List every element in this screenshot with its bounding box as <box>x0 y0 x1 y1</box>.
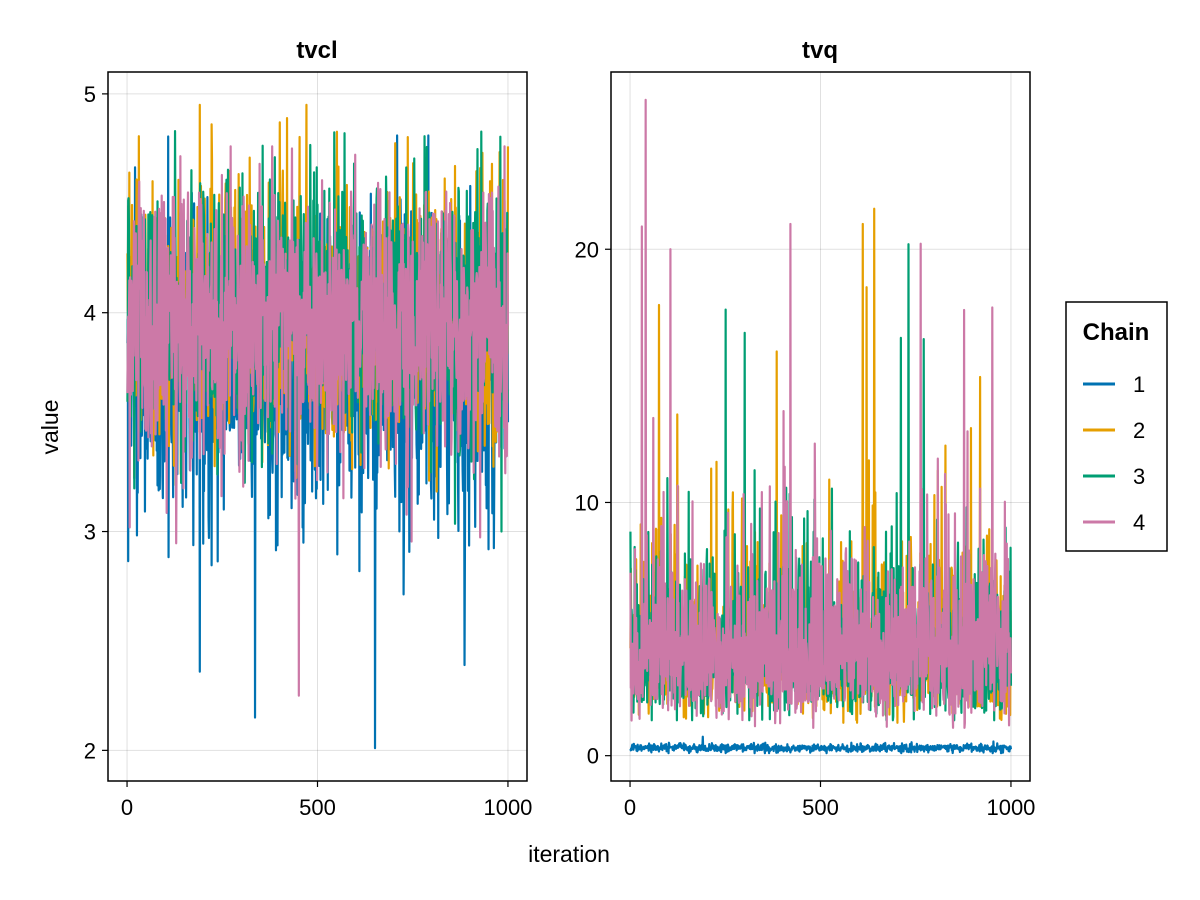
legend-label-chain-2: 2 <box>1133 418 1145 443</box>
x-tick-label: 1000 <box>986 795 1035 820</box>
panel-tvcl: tvcl 0 500 1000 2 3 4 5 <box>84 37 533 820</box>
legend-title: Chain <box>1083 319 1150 346</box>
legend-box <box>1065 301 1168 552</box>
x-tick-label: 0 <box>121 795 133 820</box>
y-tick-label: 10 <box>575 490 599 515</box>
x-tick-label: 1000 <box>483 795 532 820</box>
legend-label-chain-4: 4 <box>1133 510 1145 535</box>
ticks-tvq: 0 500 1000 0 10 20 <box>575 237 1036 820</box>
ticks-tvcl: 0 500 1000 2 3 4 5 <box>84 82 533 820</box>
y-tick-label: 4 <box>84 301 96 326</box>
series-group-tvq <box>629 98 1013 755</box>
x-axis-label: iteration <box>528 841 610 867</box>
legend: Chain 1 2 3 4 <box>1065 301 1168 552</box>
panel-title-tvcl: tvcl <box>296 37 337 64</box>
y-tick-label: 0 <box>587 744 599 769</box>
legend-items: 1 2 3 4 <box>1083 372 1145 535</box>
series-line-chain-4 <box>126 145 510 697</box>
series-group-tvcl <box>126 103 510 750</box>
series-line-chain-1 <box>629 735 1013 755</box>
legend-label-chain-3: 3 <box>1133 464 1145 489</box>
legend-label-chain-1: 1 <box>1133 372 1145 397</box>
panel-title-tvq: tvq <box>802 37 838 64</box>
series-line-chain-4 <box>629 98 1013 729</box>
x-tick-label: 500 <box>802 795 839 820</box>
y-tick-label: 5 <box>84 82 96 107</box>
y-tick-label: 3 <box>84 520 96 545</box>
x-tick-label: 500 <box>299 795 336 820</box>
y-axis-label: value <box>37 400 63 455</box>
panel-tvq: tvq 0 500 1000 0 10 20 <box>575 37 1036 820</box>
x-tick-label: 0 <box>624 795 636 820</box>
y-tick-label: 20 <box>575 237 599 262</box>
y-tick-label: 2 <box>84 738 96 763</box>
